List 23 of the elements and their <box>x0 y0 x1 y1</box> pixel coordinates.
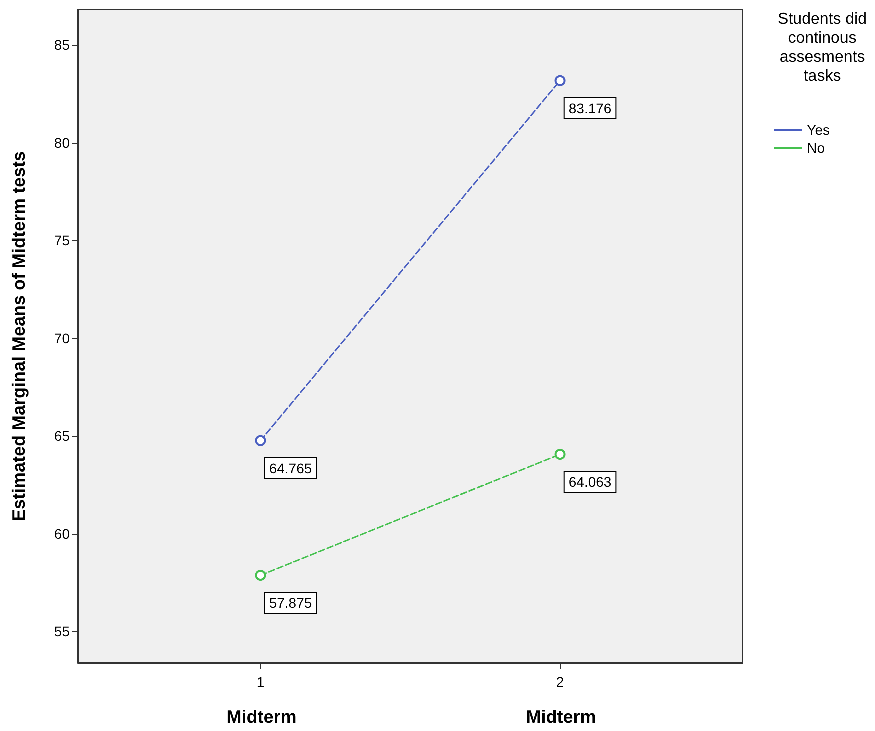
data-label: 64.765 <box>269 460 312 476</box>
x-tick-label: 2 <box>556 674 564 690</box>
point <box>255 435 266 446</box>
legend-title: Students did continous assesments tasks <box>778 11 867 85</box>
x-tick-label: 1 <box>256 674 265 690</box>
y-tick-label: 70 <box>54 330 70 346</box>
data-label: 83.176 <box>568 100 612 116</box>
x-axis-title: Midterm <box>226 707 297 727</box>
y-tick-label: 80 <box>54 134 70 151</box>
point <box>554 75 566 86</box>
data-label: 64.063 <box>568 474 612 490</box>
y-tick-label: 65 <box>54 428 70 444</box>
y-tick-label: 75 <box>54 232 70 249</box>
y-tick-label: 55 <box>54 624 70 640</box>
point <box>255 570 266 582</box>
legend-label: No <box>807 140 826 156</box>
y-tick-label: 60 <box>54 526 70 542</box>
y-tick-label: 85 <box>54 37 70 54</box>
text: Midterm <box>526 707 596 727</box>
y-axis-title: Estimated Marginal Means of Midterm tests <box>9 151 29 522</box>
legend-label: Yes <box>807 122 830 138</box>
point <box>554 449 566 460</box>
data-label: 57.875 <box>269 595 312 612</box>
